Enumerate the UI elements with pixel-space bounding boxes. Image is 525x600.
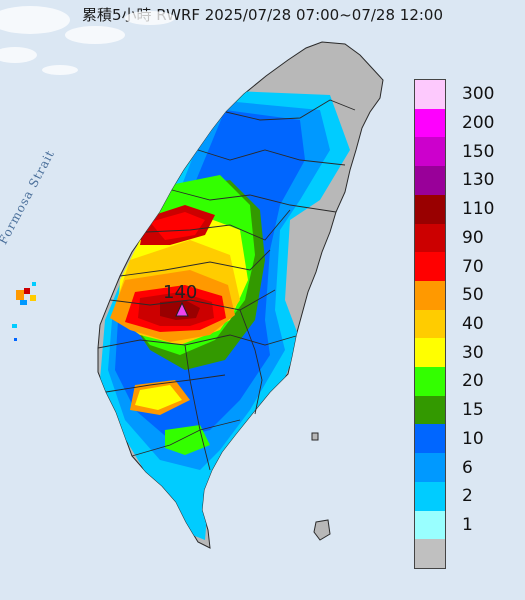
legend-swatch bbox=[415, 453, 445, 483]
legend-swatch bbox=[415, 137, 445, 167]
legend-label: 300 bbox=[462, 84, 495, 105]
legend-swatch bbox=[415, 510, 445, 540]
legend-label: 70 bbox=[462, 256, 484, 277]
legend-swatch bbox=[415, 539, 445, 569]
legend-swatch bbox=[415, 194, 445, 225]
legend-label: 1 bbox=[462, 514, 473, 535]
legend-label: 15 bbox=[462, 400, 484, 421]
legend-swatch bbox=[415, 338, 445, 368]
legend-label: 150 bbox=[462, 141, 495, 162]
county-boundaries bbox=[97, 99, 356, 471]
legend-swatch bbox=[415, 424, 445, 454]
peak-value-label: 140 bbox=[163, 282, 198, 303]
legend-swatch bbox=[415, 80, 445, 110]
green-island bbox=[311, 432, 319, 441]
legend-swatch bbox=[415, 395, 445, 425]
legend-swatch bbox=[415, 252, 445, 282]
legend-label: 200 bbox=[462, 113, 495, 134]
legend-label: 20 bbox=[462, 371, 484, 392]
rainfall-field bbox=[100, 90, 350, 540]
legend-swatch bbox=[415, 309, 445, 339]
peak-triangle-icon bbox=[175, 301, 189, 317]
legend-swatch bbox=[415, 367, 445, 397]
legend-label: 2 bbox=[462, 486, 473, 507]
legend-label: 30 bbox=[462, 342, 484, 363]
legend-swatch bbox=[415, 280, 445, 311]
legend-swatch bbox=[415, 481, 445, 512]
legend-label: 130 bbox=[462, 170, 495, 191]
cloud-texture bbox=[0, 6, 175, 75]
penghu-islands bbox=[12, 282, 36, 341]
legend-color-bar bbox=[414, 79, 446, 569]
legend-swatch bbox=[415, 108, 445, 138]
legend-label: 110 bbox=[462, 199, 495, 220]
legend-label: 90 bbox=[462, 227, 484, 248]
legend-label: 6 bbox=[462, 457, 473, 478]
legend-swatch bbox=[415, 223, 445, 253]
legend-label: 40 bbox=[462, 314, 484, 334]
legend-label: 50 bbox=[462, 285, 484, 306]
orchid-island bbox=[313, 519, 331, 541]
legend-label: 10 bbox=[462, 428, 484, 449]
legend-swatch bbox=[415, 166, 445, 196]
